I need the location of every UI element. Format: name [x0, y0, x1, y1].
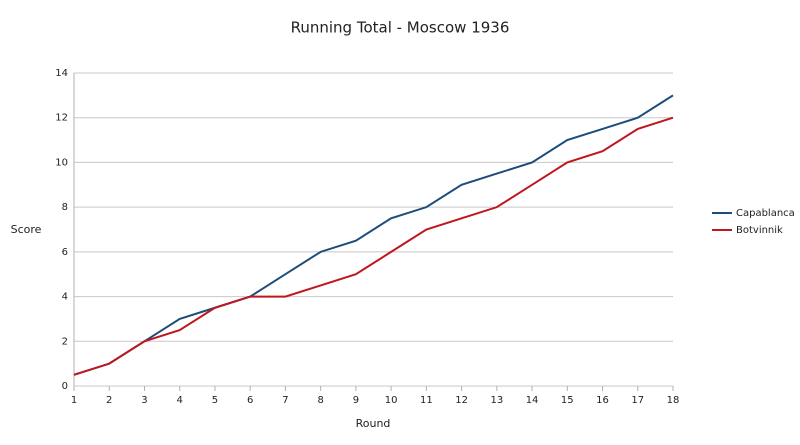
y-tick-label: 12 [55, 113, 68, 124]
x-tick-label: 7 [282, 395, 288, 406]
y-tick-label: 4 [62, 292, 68, 303]
x-tick-label: 8 [317, 395, 323, 406]
x-tick-label: 3 [141, 395, 147, 406]
x-tick-label: 1 [71, 395, 77, 406]
x-tick-label: 13 [490, 395, 503, 406]
x-tick-label: 2 [106, 395, 112, 406]
x-tick-label: 14 [526, 395, 539, 406]
y-tick-label: 2 [62, 336, 68, 347]
x-tick-label: 17 [631, 395, 644, 406]
y-tick-label: 0 [62, 381, 68, 392]
y-tick-label: 6 [62, 247, 68, 258]
series-line [73, 116, 674, 376]
x-tick-label: 9 [353, 395, 359, 406]
x-tick-label: 11 [420, 395, 433, 406]
y-axis-label: Score [11, 223, 42, 236]
chart-title: Running Total - Moscow 1936 [291, 19, 510, 37]
y-tick-label: 10 [55, 157, 68, 168]
y-tick-label: 14 [55, 68, 68, 79]
x-tick-label: 10 [385, 395, 398, 406]
legend-label: Botvinnik [736, 225, 783, 236]
series-line [73, 94, 674, 376]
x-tick-label: 6 [247, 395, 253, 406]
x-tick-label: 12 [455, 395, 468, 406]
x-tick-label: 5 [212, 395, 218, 406]
x-tick-label: 18 [667, 395, 680, 406]
x-tick-label: 15 [561, 395, 574, 406]
x-axis-label: Round [356, 417, 391, 430]
legend-label: Capablanca [736, 208, 795, 219]
x-tick-label: 4 [177, 395, 183, 406]
y-tick-label: 8 [62, 202, 68, 213]
x-tick-label: 16 [596, 395, 609, 406]
